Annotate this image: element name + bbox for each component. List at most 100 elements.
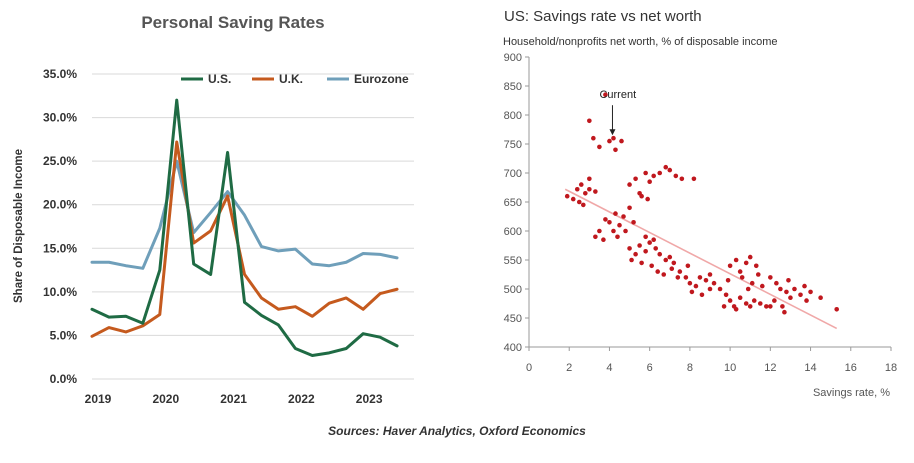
left-gridlines (92, 73, 414, 380)
right-chart-subtitle: Household/nonprofits net worth, % of dis… (503, 36, 778, 48)
left-chart-title: Personal Saving Rates (141, 13, 324, 32)
right-scatter-point (633, 176, 638, 182)
right-scatter-point (671, 260, 677, 266)
right-scatter-point (643, 249, 648, 254)
right-scatter-point (663, 164, 669, 170)
right-scatter-point (601, 237, 606, 242)
right-scatter-point (633, 251, 638, 257)
right-scatter-point (689, 289, 695, 295)
right-scatter-point (725, 278, 731, 283)
right-scatter-point (782, 309, 787, 315)
left-y-tick-label: 0.0% (50, 372, 78, 386)
right-y-tick-label: 550 (504, 255, 522, 267)
right-scatter-point (639, 193, 644, 199)
right-annotation: Current (599, 89, 636, 136)
right-x-tick-label: 16 (845, 362, 857, 374)
right-scatter-point (637, 243, 642, 248)
right-scatter-point (778, 286, 783, 292)
left-y-tick-label: 25.0% (43, 154, 77, 168)
left-x-tick-label: 2020 (152, 392, 179, 406)
right-scatter-point (707, 286, 713, 292)
right-scatter-point (768, 304, 773, 309)
right-scatter-point (739, 275, 745, 280)
right-scatter-point (683, 275, 689, 280)
right-x-tick-label: 2 (566, 362, 572, 374)
left-y-axis-label: Share of Disposable Income (13, 149, 25, 303)
right-scatter-point (798, 292, 803, 298)
right-scatter-point (587, 186, 592, 192)
right-x-tick-label: 8 (687, 362, 693, 374)
right-scatter-point (603, 92, 608, 97)
right-scatter-point (623, 228, 628, 234)
left-series-line-uk (90, 140, 399, 338)
right-scatter-point (755, 272, 761, 277)
right-scatter-point (570, 196, 576, 202)
right-scatter-point (759, 283, 765, 289)
right-scatter-point (691, 176, 697, 182)
right-scatter-point (733, 257, 739, 263)
right-scatter-point (663, 257, 669, 263)
left-x-ticks: 2019 2020 2021 2022 2023 (85, 392, 383, 406)
left-x-tick-label: 2019 (85, 392, 112, 406)
right-x-tick-label: 12 (764, 362, 776, 374)
right-y-tick-label: 700 (504, 168, 522, 180)
right-x-axis-label: Savings rate, % (813, 387, 890, 399)
right-scatter-point (587, 118, 592, 124)
right-scatter-point (591, 135, 596, 141)
right-scatter-point (587, 176, 592, 182)
right-scatter-point (651, 173, 656, 179)
left-y-tick-label: 35.0% (43, 67, 77, 81)
right-scatter-point (631, 220, 636, 225)
right-x-tick-label: 14 (804, 362, 816, 374)
right-x-tick-label: 4 (606, 362, 612, 374)
right-scatter-point (621, 214, 626, 219)
left-legend-label: U.S. (208, 72, 231, 86)
right-scatter-point (603, 217, 608, 222)
right-scatter-point (780, 304, 785, 309)
right-scatter-point (667, 254, 673, 260)
right-scatter-point (697, 275, 703, 280)
right-scatter-point (737, 295, 743, 301)
right-scatter-point (788, 295, 793, 301)
left-y-tick-label: 20.0% (43, 198, 77, 212)
left-y-tick-label: 15.0% (43, 241, 77, 255)
left-legend-label: Eurozone (354, 72, 409, 86)
right-y-tick-label: 450 (504, 313, 522, 325)
right-scatter-point (727, 263, 733, 269)
right-scatter-point (613, 147, 618, 153)
right-scatter-point (607, 220, 612, 225)
left-y-tick-label: 10.0% (43, 285, 77, 299)
right-scatter-point (653, 246, 658, 251)
right-scatter-point (667, 167, 673, 173)
right-scatter-point (627, 205, 632, 211)
right-scatter-point (657, 251, 663, 257)
right-scatter-point (707, 272, 713, 277)
right-scatter-point (774, 280, 779, 286)
right-scatter-point (564, 193, 570, 199)
left-legend-label: U.K. (279, 72, 303, 86)
right-x-tick-label: 0 (526, 362, 532, 374)
right-y-tick-label: 900 (504, 52, 522, 64)
right-scatter-point (727, 298, 733, 303)
right-scatter-point (685, 263, 691, 269)
right-scatter-point (615, 234, 620, 240)
right-scatter-point (643, 234, 648, 240)
right-scatter-point (629, 257, 634, 263)
right-y-tick-label: 400 (504, 342, 522, 354)
right-scatter-point (607, 138, 612, 144)
right-scatter-point (721, 304, 727, 309)
left-x-tick-label: 2021 (220, 392, 247, 406)
right-scatter-point (747, 304, 753, 309)
right-scatter-point (792, 286, 797, 292)
right-scatter-point (597, 228, 602, 234)
right-scatter-point (627, 246, 632, 251)
right-x-ticks: 0 2 4 6 8 10 12 14 16 18 (526, 347, 897, 374)
right-scatter-point (593, 234, 598, 240)
right-scatter-point (751, 298, 757, 303)
right-scatter-point (743, 301, 749, 306)
right-y-tick-label: 850 (504, 81, 522, 93)
right-scatter-point (574, 186, 580, 192)
right-scatter-point (593, 189, 598, 194)
right-scatter-point (673, 173, 679, 179)
right-scatter-point (647, 179, 652, 184)
